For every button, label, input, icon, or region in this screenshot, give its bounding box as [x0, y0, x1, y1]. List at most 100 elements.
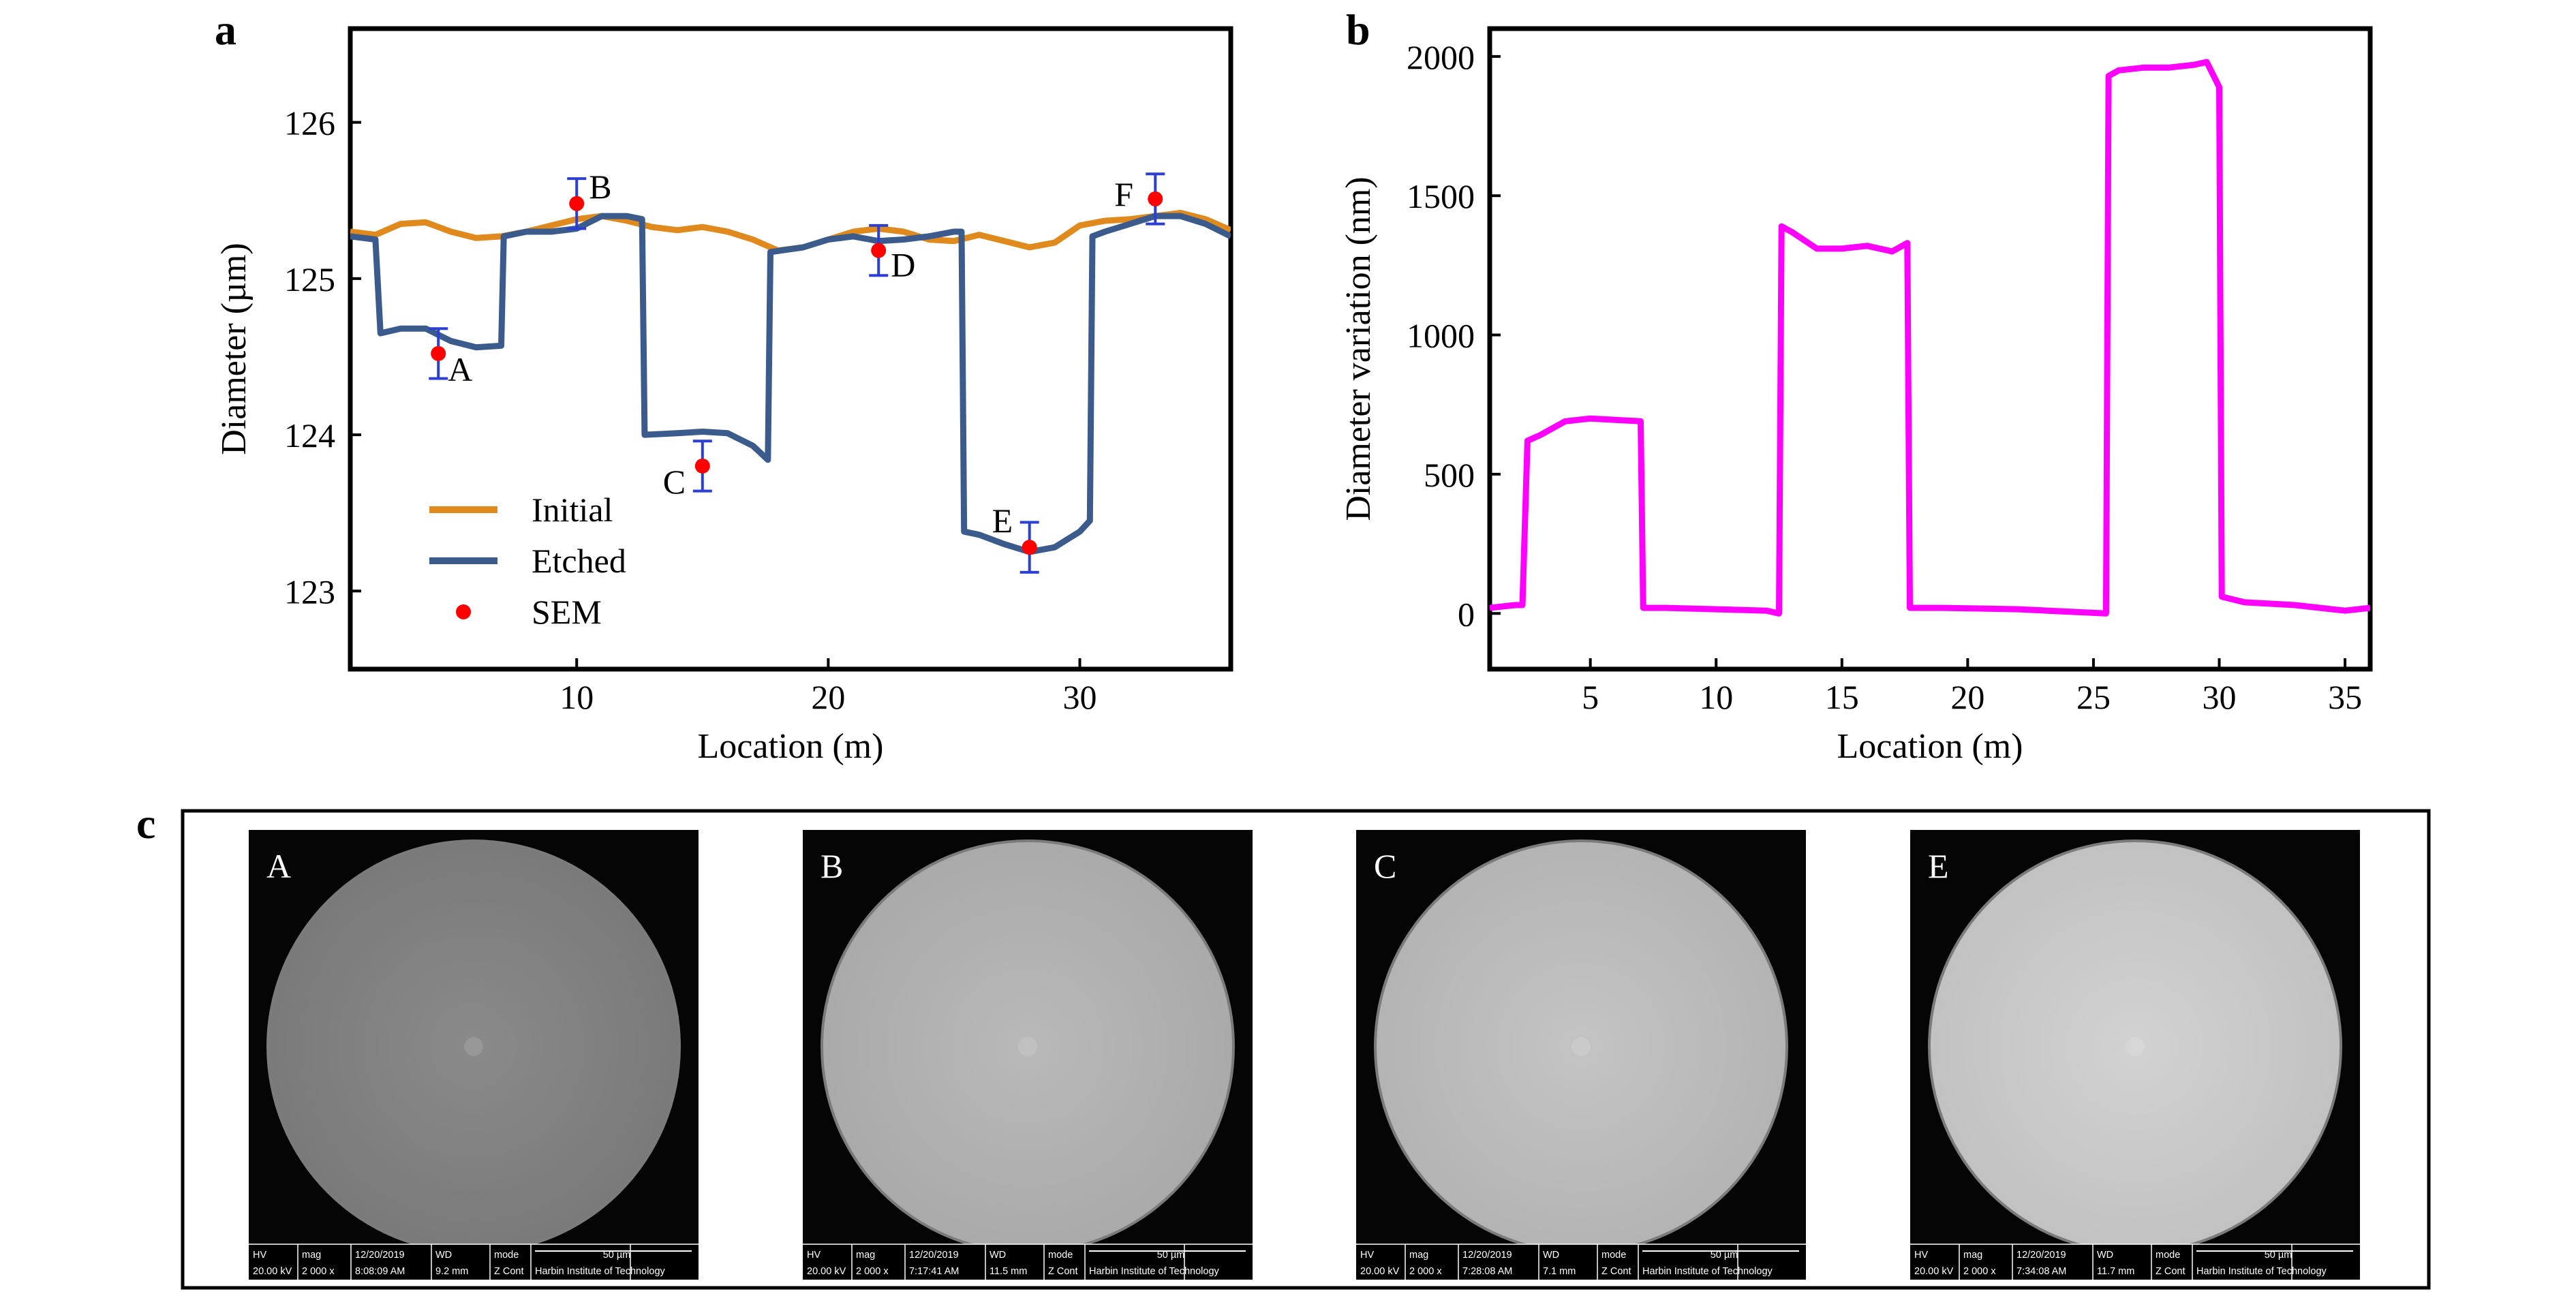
sem-marker [431, 345, 446, 361]
sem-info-value: 2 000 x [1409, 1266, 1442, 1277]
sem-point-label: A [448, 350, 472, 388]
sem-info-bar [1356, 1244, 1806, 1280]
sem-info-header: mode [494, 1250, 519, 1261]
panel-a-x-axis-label: Location (m) [698, 727, 884, 766]
sem-info-value: Harbin Institute of Technology [535, 1266, 666, 1277]
panel-b-y-axis-label: Diameter variation (nm) [1339, 176, 1378, 521]
sem-info-value: Z Cont [2156, 1266, 2186, 1277]
sem-info-header: mode [1601, 1250, 1626, 1261]
sem-info-header: mode [1048, 1250, 1073, 1261]
sem-point: B [567, 168, 612, 230]
y-tick-label: 1500 [1407, 177, 1475, 215]
sem-info-header: 12/20/2019 [909, 1250, 959, 1261]
sem-info-header: WD [2097, 1250, 2113, 1261]
fiber-core [1571, 1037, 1591, 1056]
sem-image-row: A HV mag 12/20/2019 WD mode 20.00 kV 2 000 x 8:0… [249, 830, 2360, 1280]
legend-item: SEM [456, 593, 602, 631]
fiber-cross-section [269, 842, 678, 1251]
sem-info-header: HV [1914, 1250, 1928, 1261]
x-tick-label: 35 [2328, 678, 2362, 716]
panel-label-c: c [136, 799, 155, 848]
sem-info-value: 20.00 kV [1360, 1266, 1400, 1277]
sem-image-label: A [266, 847, 291, 885]
sem-info-value: 9.2 mm [435, 1266, 468, 1277]
panel-b-plot-frame [1487, 26, 2373, 672]
sem-info-value: 7:34:08 AM [2017, 1266, 2066, 1277]
x-tick-label: 30 [2203, 678, 2237, 716]
sem-point: D [869, 223, 915, 284]
sem-marker [569, 196, 585, 211]
sem-info-value: Harbin Institute of Technology [2196, 1266, 2327, 1277]
sem-info-bar [1910, 1244, 2360, 1280]
sem-info-value: 2 000 x [1963, 1266, 1996, 1277]
y-tick-label: 2000 [1407, 38, 1475, 76]
sem-image-label: E [1928, 847, 1949, 885]
panel-b-chart: 0 500 1000 1500 2000 5 10 15 20 25 30 35 Location … [1339, 26, 2373, 766]
y-tick-label: 1000 [1407, 317, 1475, 355]
sem-info-value: 20.00 kV [807, 1266, 846, 1277]
sem-info-value: 2 000 x [856, 1266, 889, 1277]
panel-a-y-axis-label: Diameter (µm) [215, 243, 254, 455]
sem-info-value: 7:28:08 AM [1462, 1266, 1512, 1277]
x-tick-label: 20 [811, 678, 845, 716]
legend-label: SEM [532, 593, 602, 631]
legend-marker [456, 604, 471, 619]
series-line-etched [350, 213, 1231, 555]
fiber-core [2126, 1037, 2145, 1056]
series-line-diameter-variation [1490, 59, 2370, 617]
sem-info-header: mode [2156, 1250, 2180, 1261]
sem-info-header: 12/20/2019 [2017, 1250, 2066, 1261]
sem-info-header: WD [1543, 1250, 1559, 1261]
sem-info-value: 11.5 mm [990, 1266, 1027, 1277]
sem-info-header: 12/20/2019 [355, 1250, 405, 1261]
sem-scale-label: 50 µm [2265, 1250, 2293, 1261]
y-tick-label: 500 [1424, 456, 1475, 494]
sem-marker [1022, 540, 1037, 555]
sem-info-value: 20.00 kV [1914, 1266, 1954, 1277]
sem-info-header: mag [302, 1250, 321, 1261]
sem-image: E HV mag 12/20/2019 WD mode 20.00 kV 2 000 x 7:3… [1910, 830, 2360, 1280]
sem-image: A HV mag 12/20/2019 WD mode 20.00 kV 2 000 x 8:0… [249, 830, 699, 1280]
panel-b-x-axis-label: Location (m) [1837, 727, 2023, 766]
sem-info-value: Z Cont [1601, 1266, 1631, 1277]
panel-a-plot-frame [348, 26, 1233, 672]
sem-point: C [663, 439, 712, 501]
sem-point-label: D [891, 246, 915, 284]
sem-info-header: mag [856, 1250, 875, 1261]
sem-scale-label: 50 µm [603, 1250, 631, 1261]
sem-info-header: 12/20/2019 [1462, 1250, 1512, 1261]
y-tick-label: 126 [284, 104, 335, 142]
panel-c-frame [181, 809, 2431, 1290]
fiber-cross-section [1931, 842, 2340, 1251]
sem-image: B HV mag 12/20/2019 WD mode 20.00 kV 2 000 x 7:1… [803, 830, 1253, 1280]
sem-marker [871, 243, 887, 258]
legend-item: Etched [429, 542, 626, 580]
sem-info-value: Harbin Institute of Technology [1089, 1266, 1220, 1277]
fiber-cross-section [1377, 842, 1785, 1251]
legend-item: Initial [429, 491, 613, 529]
sem-info-value: Z Cont [1048, 1266, 1078, 1277]
sem-image-label: B [821, 847, 843, 885]
x-tick-label: 5 [1582, 678, 1599, 716]
x-tick-label: 20 [1950, 678, 1984, 716]
sem-info-value: 8:08:09 AM [355, 1266, 405, 1277]
panel-a-chart: 123 124 125 126 10 20 30 A B C D E F Initial Etched… [215, 26, 1233, 766]
x-tick-label: 15 [1825, 678, 1859, 716]
fiber-cross-section [823, 842, 1232, 1251]
sem-point: A [429, 327, 472, 388]
x-tick-label: 10 [559, 678, 594, 716]
sem-info-header: HV [807, 1250, 821, 1261]
sem-point-label: E [992, 502, 1013, 540]
sem-marker [1148, 191, 1163, 206]
sem-info-value: 20.00 kV [253, 1266, 292, 1277]
sem-info-value: 11.7 mm [2097, 1266, 2134, 1277]
sem-info-header: mag [1963, 1250, 1982, 1261]
sem-info-header: WD [990, 1250, 1006, 1261]
sem-info-value: Z Cont [494, 1266, 524, 1277]
y-tick-label: 0 [1458, 595, 1475, 633]
x-tick-label: 10 [1699, 678, 1733, 716]
sem-info-value: 7:17:41 AM [909, 1266, 959, 1277]
y-tick-label: 125 [284, 260, 335, 298]
legend-label: Etched [532, 542, 626, 580]
